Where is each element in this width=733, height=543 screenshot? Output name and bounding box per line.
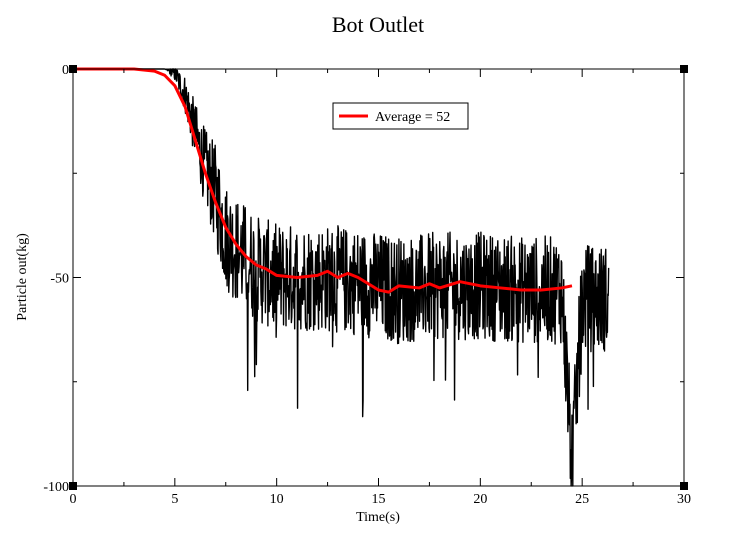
x-tick-label: 30 (677, 492, 691, 507)
y-axis-label: Particle out(kg) (15, 233, 30, 321)
y-tick-label: -50 (50, 272, 69, 287)
x-tick-label: 20 (473, 492, 487, 507)
series-line-average (73, 67, 573, 294)
legend: Average = 52 (332, 102, 469, 130)
tick-layer: 0 5 10 15 20 25 30 0 -50 -100 (43, 63, 691, 507)
legend-label-average: Average = 52 (375, 110, 450, 125)
corner-marker (69, 482, 77, 490)
y-tick-label: -100 (43, 480, 69, 495)
x-tick-label: 0 (70, 492, 77, 507)
x-tick-label: 15 (372, 492, 386, 507)
y-tick-label: 0 (62, 63, 69, 78)
chart-title: Bot Outlet (332, 12, 424, 37)
corner-marker (680, 482, 688, 490)
x-tick-label: 10 (270, 492, 284, 507)
corner-marker (680, 65, 688, 73)
x-tick-label: 25 (575, 492, 589, 507)
series-layer (72, 67, 610, 487)
x-axis-label: Time(s) (356, 510, 400, 525)
x-tick-label: 5 (171, 492, 178, 507)
corner-marker (69, 65, 77, 73)
